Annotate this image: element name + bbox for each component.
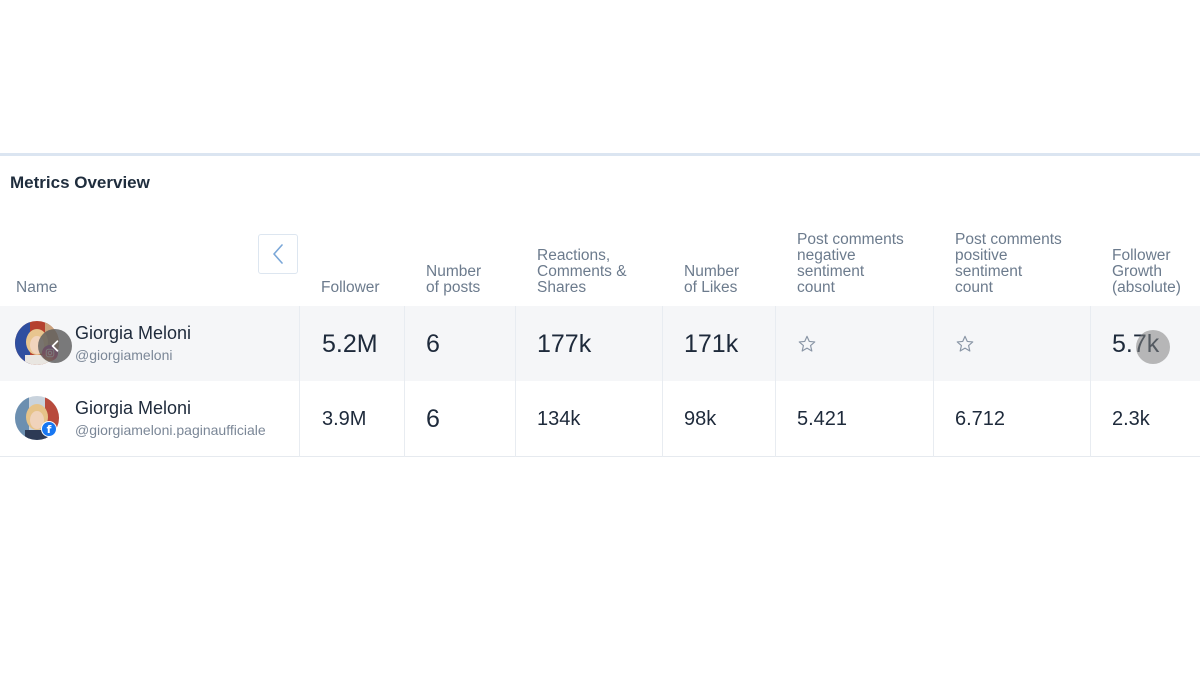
reactions-value: 177k (537, 329, 592, 358)
posts-value: 6 (426, 404, 440, 433)
column-header-follower[interactable]: Follower (321, 279, 380, 296)
column-header-number-of-likes[interactable]: Number of Likes (684, 263, 740, 296)
column-header-reactions[interactable]: Reactions, Comments & Shares (537, 247, 627, 296)
facebook-icon: f (41, 421, 57, 437)
column-divider (404, 306, 405, 457)
table-row[interactable] (0, 381, 1200, 457)
profile-name[interactable]: Giorgia Meloni (75, 323, 192, 343)
positive-sentiment-value: 6.712 (955, 407, 1006, 430)
column-divider (775, 306, 776, 457)
column-header-positive-sentiment[interactable]: Post comments positive sentiment count (955, 231, 1062, 296)
column-divider (933, 306, 934, 457)
column-header-number-of-posts[interactable]: Number of posts (426, 263, 482, 296)
follower-value: 3.9M (322, 407, 367, 430)
follower-value: 5.2M (322, 329, 378, 358)
posts-value: 6 (426, 329, 440, 358)
scroll-prev-columns-button[interactable] (258, 234, 298, 274)
column-header-negative-sentiment[interactable]: Post comments negative sentiment count (797, 231, 904, 296)
panel-title: Metrics Overview (10, 173, 150, 192)
likes-value: 98k (684, 407, 717, 430)
profile-handle: @giorgiameloni (75, 347, 173, 363)
scroll-right-button[interactable] (1136, 330, 1170, 364)
column-header-name[interactable]: Name (16, 279, 58, 296)
chevron-left-icon (51, 340, 59, 352)
star-icon[interactable] (797, 333, 817, 355)
table-row[interactable] (0, 306, 1200, 381)
column-divider (299, 306, 300, 457)
profile-name[interactable]: Giorgia Meloni (75, 398, 192, 418)
column-header-follower-growth[interactable]: Follower Growth (absolute) (1112, 247, 1181, 296)
scroll-left-button[interactable] (38, 329, 72, 363)
growth-value: 2.3k (1112, 407, 1150, 430)
reactions-value: 134k (537, 407, 581, 430)
profile-handle: @giorgiameloni.paginaufficiale (75, 422, 266, 438)
column-divider (515, 306, 516, 457)
column-divider (1090, 306, 1091, 457)
negative-sentiment-value: 5.421 (797, 407, 848, 430)
star-icon[interactable] (955, 333, 975, 355)
panel-top-rule (0, 153, 1200, 156)
likes-value: 171k (684, 329, 739, 358)
column-divider (662, 306, 663, 457)
chevron-left-icon (273, 244, 283, 264)
